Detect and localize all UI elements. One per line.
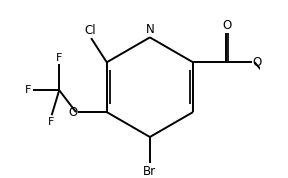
Text: N: N — [145, 23, 154, 36]
Text: Br: Br — [143, 164, 156, 177]
Text: F: F — [25, 85, 32, 95]
Text: F: F — [56, 53, 62, 63]
Text: F: F — [48, 117, 54, 127]
Text: O: O — [222, 19, 232, 32]
Text: O: O — [68, 106, 77, 119]
Text: O: O — [253, 56, 262, 69]
Text: Cl: Cl — [84, 23, 96, 36]
